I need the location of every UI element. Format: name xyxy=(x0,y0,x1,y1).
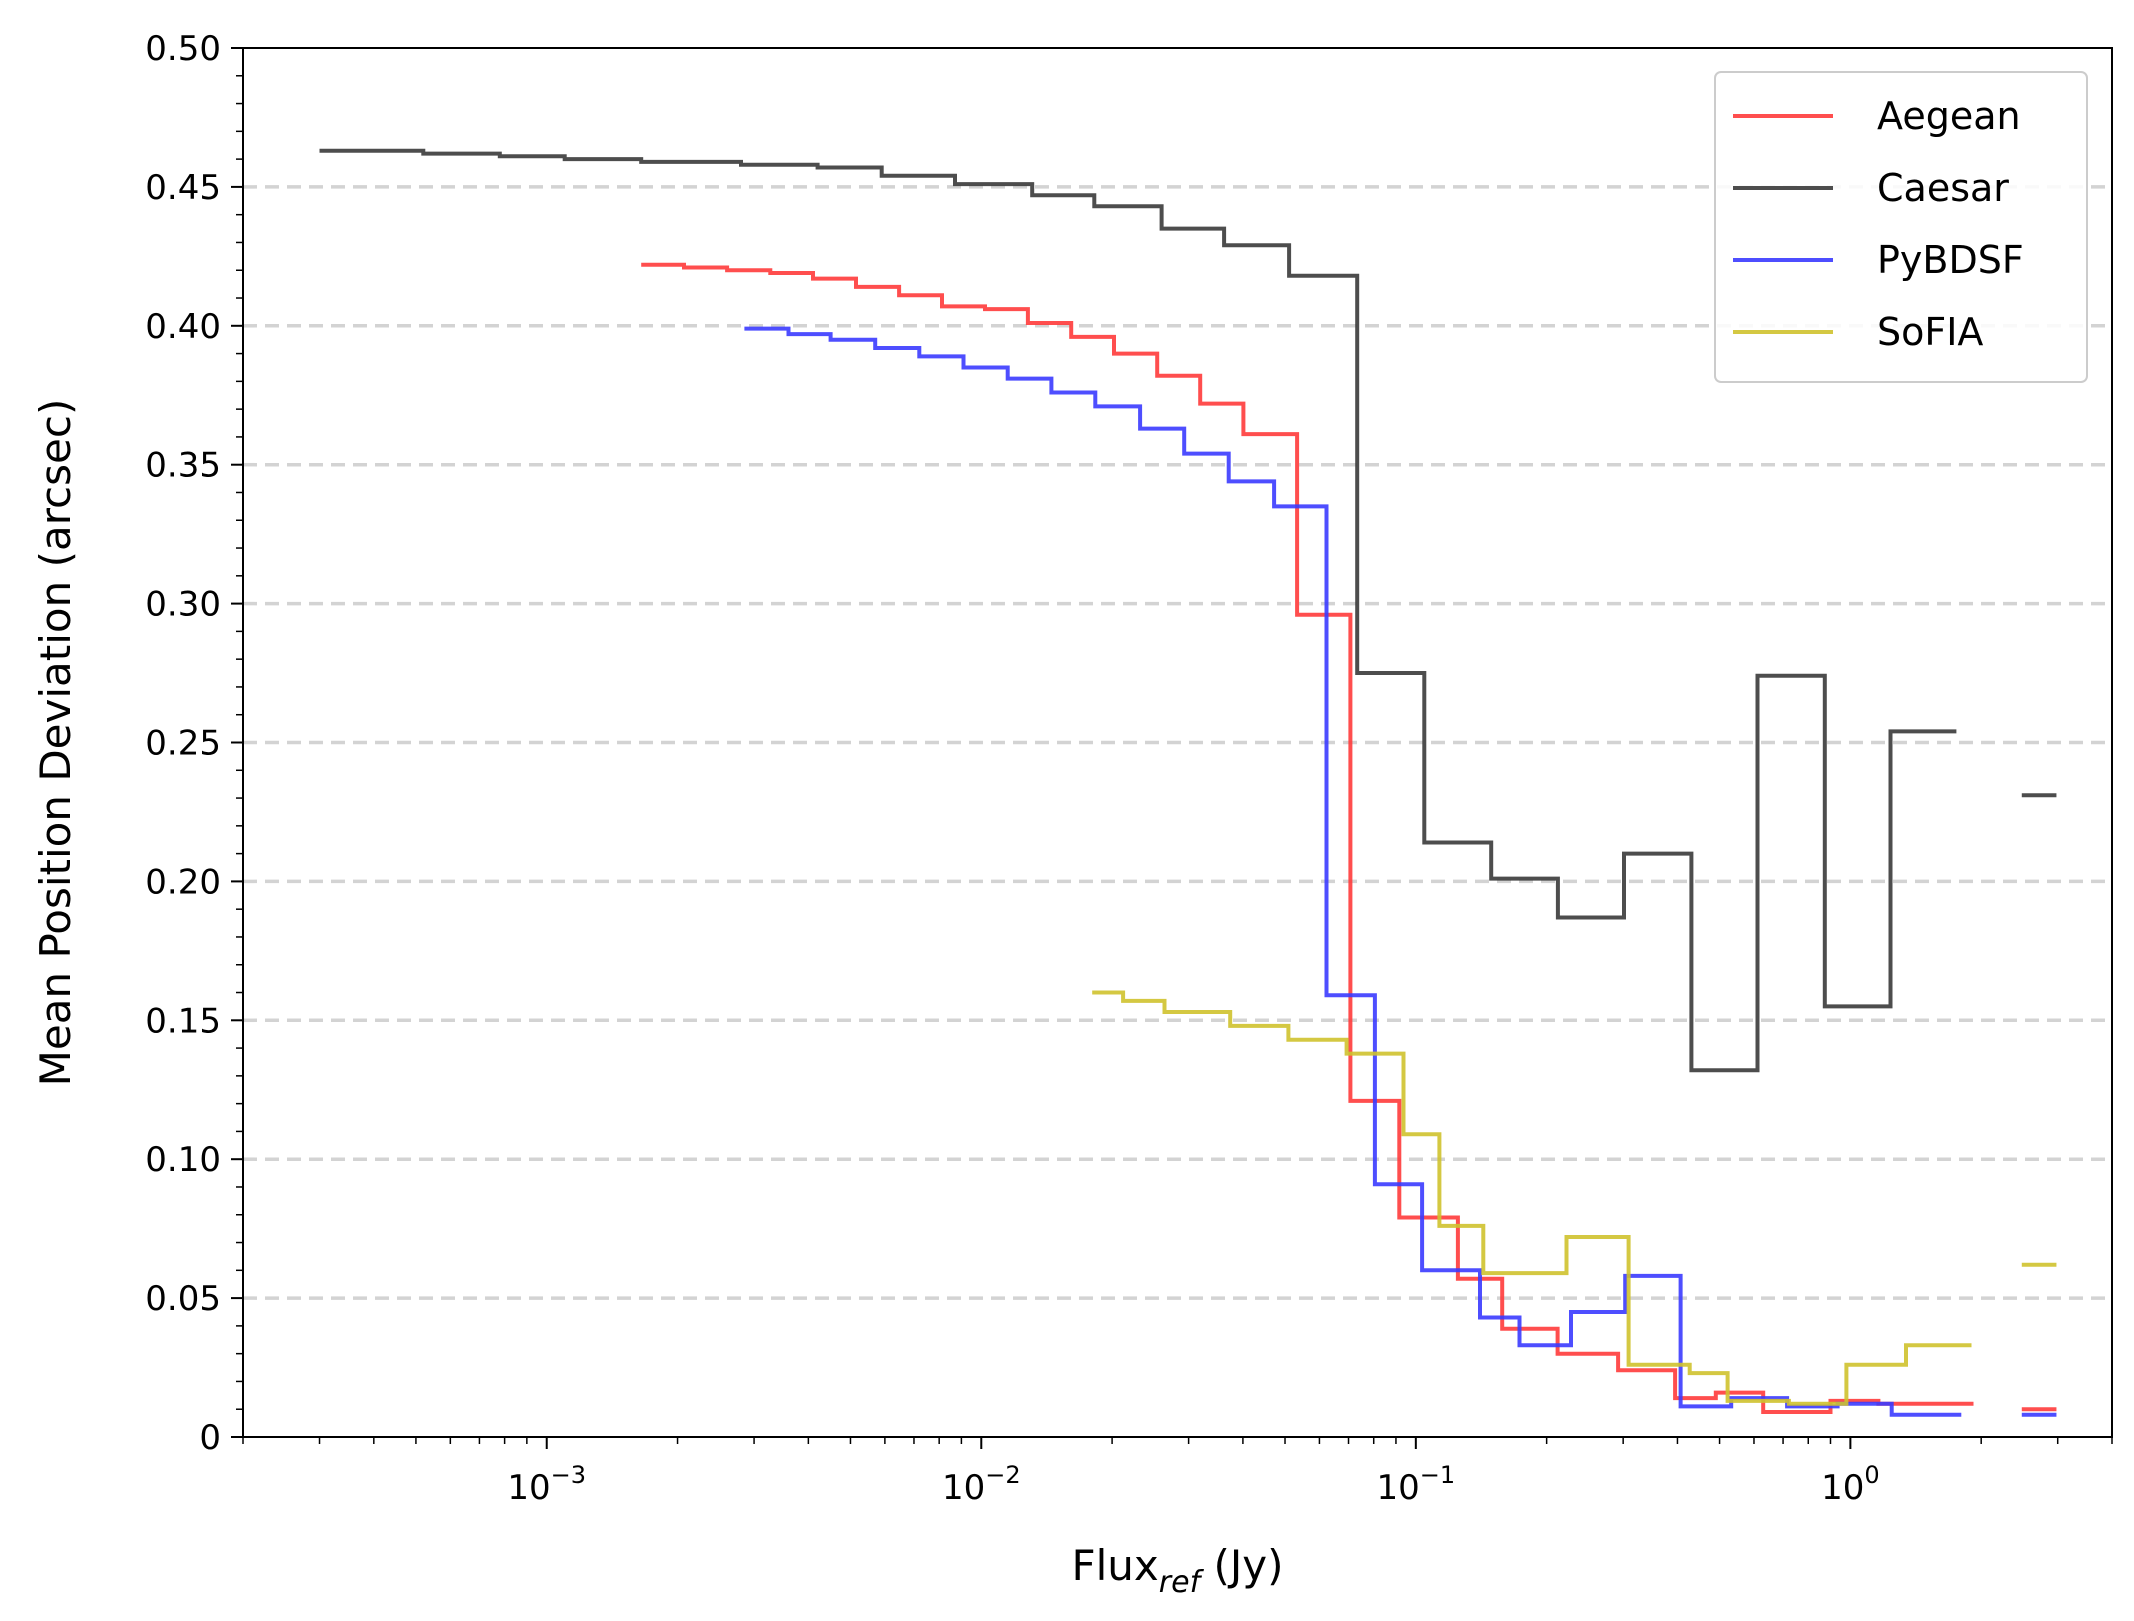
x-tick-label: 10−3 xyxy=(507,1461,586,1508)
y-tick-label: 0.20 xyxy=(145,862,221,902)
legend-item-caesar: Caesar xyxy=(1733,166,2009,210)
y-axis: 0 0.05 0.10 0.15 0.20 0.25 0.30 0.35 0.40 0.45 0.5… xyxy=(145,29,243,1458)
x-tick-label: 10−1 xyxy=(1377,1461,1456,1508)
series-layer xyxy=(319,148,2057,1417)
x-tick-label: 10−2 xyxy=(942,1461,1021,1508)
legend-item-sofia: SoFIA xyxy=(1733,310,1983,354)
y-tick-label: 0.45 xyxy=(145,168,221,208)
legend: Aegean Caesar PyBDSF SoFIA xyxy=(1714,71,2088,383)
y-tick-label: 0.50 xyxy=(145,29,221,69)
y-tick-label: 0.05 xyxy=(145,1279,221,1319)
y-tick-label: 0.15 xyxy=(145,1001,221,1041)
series-line xyxy=(744,326,1962,1417)
series-line xyxy=(319,148,1957,1073)
legend-label: Caesar xyxy=(1877,166,2009,210)
series-line xyxy=(1092,990,1972,1406)
series-sofia xyxy=(1092,990,2057,1406)
x-tick-label-exponent: 0 xyxy=(1864,1461,1879,1489)
series-caesar xyxy=(319,148,2057,1073)
legend-box xyxy=(1714,71,2088,383)
y-tick-label: 0.10 xyxy=(145,1140,221,1180)
x-tick-label-exponent: −2 xyxy=(985,1461,1020,1489)
x-axis-title-unit: (Jy) xyxy=(1200,1541,1283,1590)
x-tick-label-exponent: −1 xyxy=(1420,1461,1455,1489)
legend-label: Aegean xyxy=(1877,94,2021,138)
legend-label: SoFIA xyxy=(1877,310,1983,354)
y-tick-label: 0.25 xyxy=(145,724,221,764)
series-aegean xyxy=(641,262,2057,1414)
x-tick-label-base: 10 xyxy=(1821,1468,1864,1508)
y-tick-label: 0.30 xyxy=(145,585,221,625)
grid-lines xyxy=(243,185,2112,1300)
legend-label: PyBDSF xyxy=(1877,238,2024,282)
y-tick-label: 0 xyxy=(199,1418,221,1458)
x-tick-label-base: 10 xyxy=(942,1468,985,1508)
x-tick-label-base: 10 xyxy=(507,1468,550,1508)
x-axis: 10−3 10−2 10−1 100 xyxy=(242,1437,2113,1508)
series-pybdsf xyxy=(744,326,2057,1417)
legend-item-aegean: Aegean xyxy=(1733,94,2021,138)
y-tick-label: 0.40 xyxy=(145,307,221,347)
x-axis-title: Fluxref (Jy) xyxy=(1071,1541,1283,1600)
series-line xyxy=(641,262,1974,1414)
x-tick-label: 100 xyxy=(1821,1461,1880,1508)
x-tick-label-exponent: −3 xyxy=(551,1461,586,1489)
x-axis-title-base: Flux xyxy=(1071,1541,1158,1590)
x-axis-title-subscript: ref xyxy=(1159,1565,1205,1600)
y-tick-label: 0.35 xyxy=(145,446,221,486)
x-tick-label-base: 10 xyxy=(1377,1468,1420,1508)
y-axis-title: Mean Position Deviation (arcsec) xyxy=(31,399,80,1087)
legend-item-pybdsf: PyBDSF xyxy=(1733,238,2024,282)
